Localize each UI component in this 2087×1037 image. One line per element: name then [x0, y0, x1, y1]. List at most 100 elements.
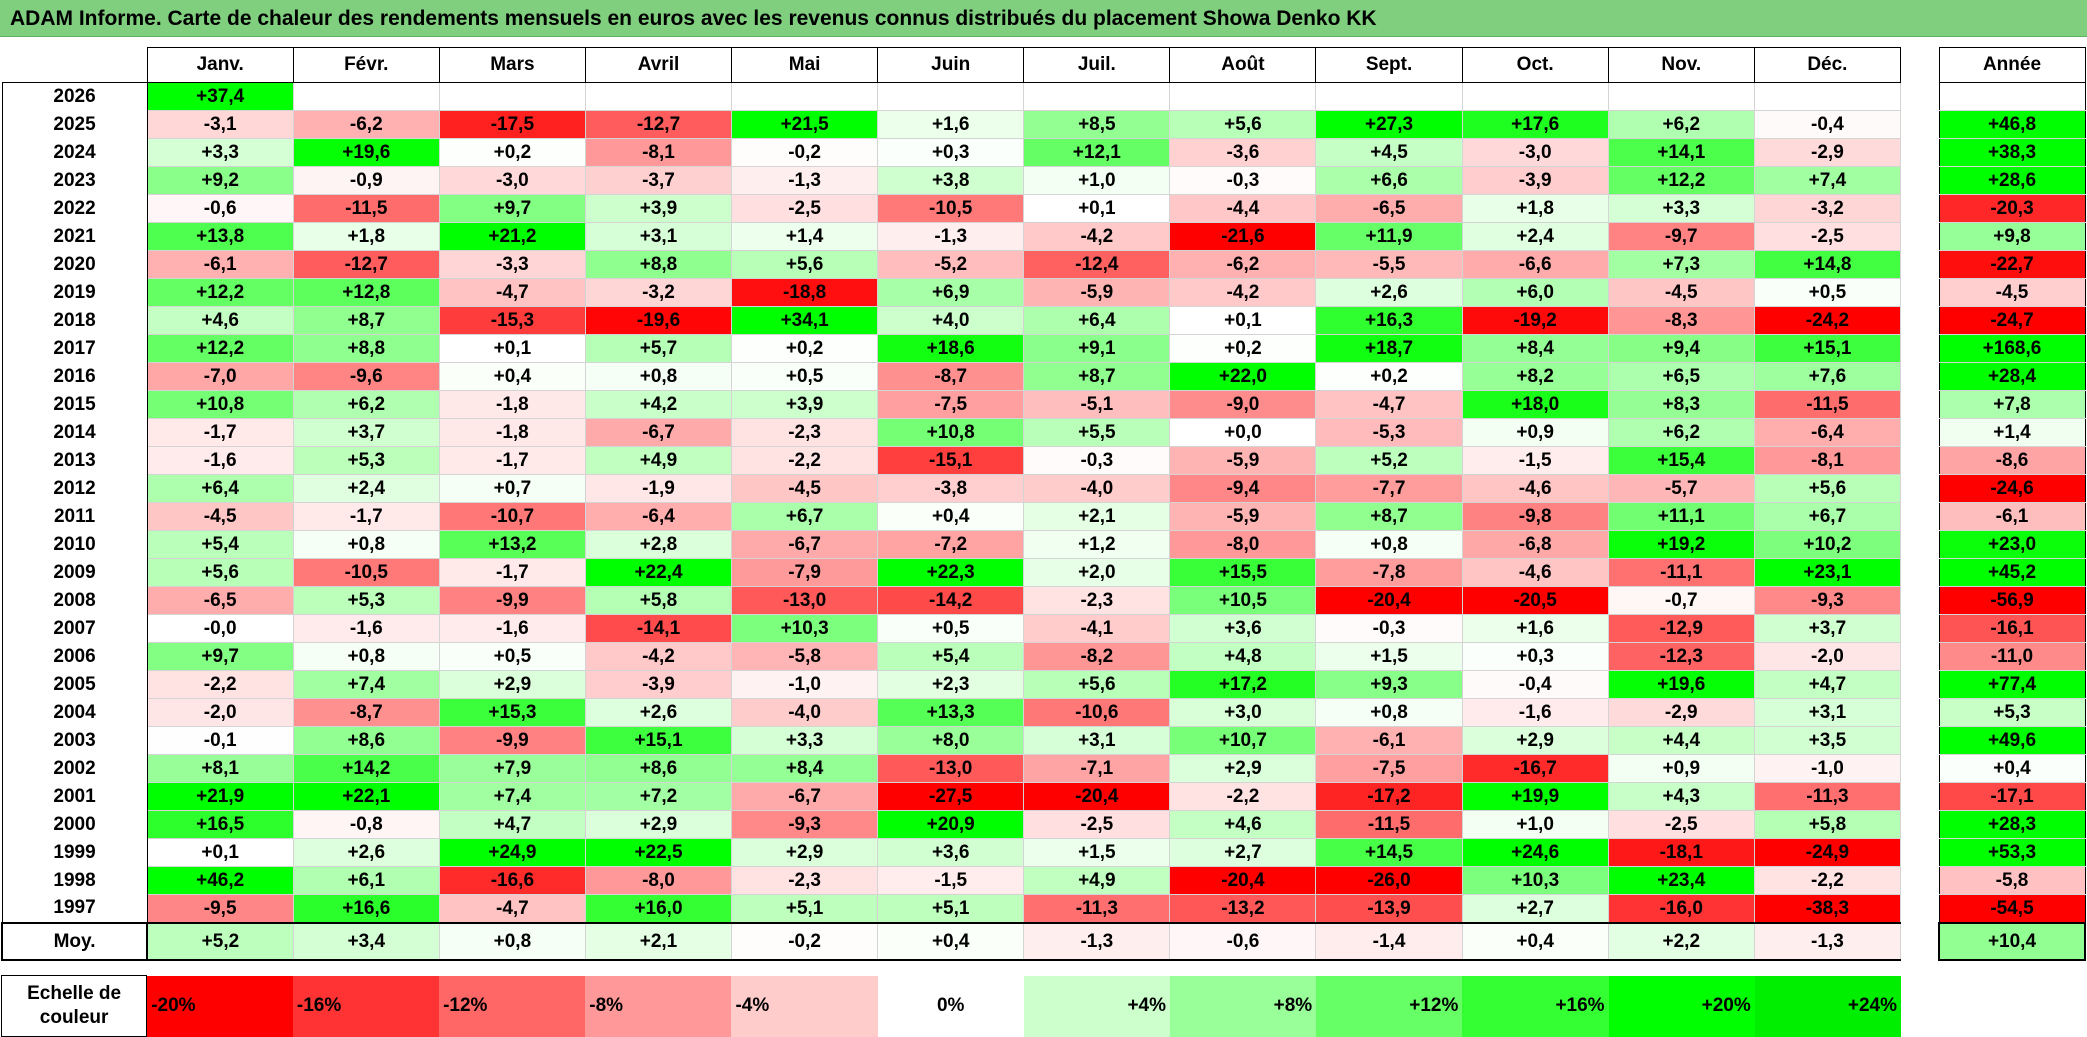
year-row: 2011 -4,5 -1,7 -10,7 -6,4 +6,7 +0,4 +2,1 -5,9 +8,… [1, 502, 1902, 531]
heatmap-cell: +5,6 [146, 558, 294, 587]
heatmap-cell: -0,8 [292, 810, 440, 839]
year-row: 2025 -3,1 -6,2 -17,5 -12,7 +21,5 +1,6 +8,5 +5,6 +… [1, 110, 1902, 139]
annual-cell: -11,0 [1938, 642, 2086, 671]
heatmap-cell: +21,2 [438, 222, 586, 251]
heatmap-cell: -14,1 [584, 614, 733, 643]
heatmap-cell: +5,6 [1023, 670, 1171, 699]
scale-swatch: -16% [292, 975, 440, 1037]
heatmap-cell: -6,2 [292, 110, 440, 139]
heatmap-cell: +2,9 [438, 670, 586, 699]
heatmap-cell: -4,5 [731, 474, 879, 503]
average-cell: +0,8 [438, 922, 586, 961]
year-label: 1997 [1, 894, 148, 923]
year-label: 2020 [1, 250, 148, 279]
year-label: 2006 [1, 642, 148, 671]
heatmap-cell: +8,3 [1607, 390, 1755, 419]
heatmap-cell: +9,7 [438, 194, 586, 223]
heatmap-cell: +3,7 [1753, 614, 1902, 643]
heatmap-cell: -6,6 [1461, 250, 1609, 279]
heatmap-cell: -11,1 [1607, 558, 1755, 587]
heatmap-cell: -2,5 [731, 194, 879, 223]
average-cell: -1,3 [1753, 922, 1902, 961]
heatmap-cell: -16,6 [438, 866, 586, 895]
heatmap-cell: -5,8 [731, 642, 879, 671]
annual-cell: -4,5 [1938, 278, 2086, 307]
year-label: 2019 [1, 278, 148, 307]
heatmap-cell: +0,5 [877, 614, 1025, 643]
heatmap-cell: +8,5 [1023, 110, 1171, 139]
scale-swatch: +24% [1754, 975, 1901, 1037]
heatmap-cell: -12,7 [584, 110, 733, 139]
heatmap-cell: +2,6 [292, 838, 440, 867]
heatmap-cell: +8,8 [292, 334, 440, 363]
heatmap-cell: +19,6 [292, 138, 440, 167]
heatmap-cell: +21,9 [146, 782, 294, 811]
heatmap-cell: +9,7 [146, 642, 294, 671]
month-header-row: Janv. Févr. Mars Avril Mai Juin Juil. Août Sept.… [2, 47, 1902, 83]
year-label: 1999 [1, 838, 148, 867]
year-label: 2008 [1, 586, 148, 615]
heatmap-cell: +1,2 [1023, 530, 1171, 559]
heatmap-cell: -13,2 [1169, 894, 1317, 924]
heatmap-cell: +0,8 [1315, 698, 1463, 727]
heatmap-cell: -8,2 [1023, 642, 1171, 671]
heatmap-cell: -0,0 [146, 614, 294, 643]
heatmap-cell: +7,9 [438, 754, 586, 783]
heatmap-cell: +3,0 [1169, 698, 1317, 727]
year-row: 1997 -9,5 +16,6 -4,7 +16,0 +5,1 +5,1 -11,3 -13,2… [1, 894, 1902, 924]
annual-cell [1938, 82, 2086, 111]
heatmap-cell: +3,7 [292, 418, 440, 447]
scale-swatch: +12% [1316, 975, 1463, 1037]
heatmap-cell: -4,0 [731, 698, 879, 727]
month-header: Mai [731, 47, 879, 83]
heatmap-cell: -6,7 [584, 418, 733, 447]
heatmap-cell: +6,4 [146, 474, 294, 503]
heatmap-cell: +5,6 [1753, 474, 1902, 503]
heatmap-cell: -7,0 [146, 362, 294, 391]
heatmap-cell: +6,2 [1607, 418, 1755, 447]
heatmap-cell: -4,0 [1023, 474, 1171, 503]
heatmap-cell: -17,5 [438, 110, 586, 139]
heatmap-cell: +0,4 [877, 502, 1025, 531]
heatmap-cell [584, 82, 733, 111]
heatmap-cell: +14,1 [1607, 138, 1755, 167]
heatmap-cell: +6,2 [292, 390, 440, 419]
heatmap-cell: +8,2 [1461, 362, 1609, 391]
heatmap-cell: +24,6 [1461, 838, 1609, 867]
heatmap-cell: -2,5 [1023, 810, 1171, 839]
heatmap-cell: +6,4 [1023, 306, 1171, 335]
heatmap-cell: -16,0 [1607, 894, 1755, 924]
heatmap-cell: -1,7 [438, 446, 586, 475]
heatmap-cell: -1,0 [731, 670, 879, 699]
heatmap-cell: -2,9 [1753, 138, 1902, 167]
heatmap-cell: -12,4 [1023, 250, 1171, 279]
heatmap-cell: -6,4 [584, 502, 733, 531]
scale-swatch: -12% [439, 975, 586, 1037]
heatmap-cell: +9,2 [146, 166, 294, 195]
heatmap-cell: +8,8 [584, 250, 733, 279]
heatmap-cell: +1,6 [1461, 614, 1609, 643]
heatmap-cell: +22,1 [292, 782, 440, 811]
heatmap-cell: +0,8 [584, 362, 733, 391]
heatmap-cell: +6,0 [1461, 278, 1609, 307]
heatmap-cell: -8,0 [1169, 530, 1317, 559]
heatmap-cell: +14,8 [1753, 250, 1902, 279]
heatmap-cell: +5,4 [877, 642, 1025, 671]
heatmap-cell: +4,0 [877, 306, 1025, 335]
year-label: 2017 [1, 334, 148, 363]
heatmap-cell: -4,6 [1461, 474, 1609, 503]
annual-cell: -24,7 [1938, 306, 2086, 335]
heatmap-cell: -20,4 [1315, 586, 1463, 615]
year-label: 2014 [1, 418, 148, 447]
heatmap-cell: -7,8 [1315, 558, 1463, 587]
heatmap-cell: +4,7 [438, 810, 586, 839]
heatmap-cell: -0,4 [1461, 670, 1609, 699]
heatmap-cell: +7,3 [1607, 250, 1755, 279]
scale-swatch: -8% [585, 975, 732, 1037]
heatmap-cell: +4,9 [1023, 866, 1171, 895]
heatmap-cell: -6,7 [731, 530, 879, 559]
annual-cell: -5,8 [1938, 866, 2086, 895]
heatmap-cell: -13,9 [1315, 894, 1463, 924]
annual-cell: +38,3 [1938, 138, 2086, 167]
heatmap-cell: -2,9 [1607, 698, 1755, 727]
